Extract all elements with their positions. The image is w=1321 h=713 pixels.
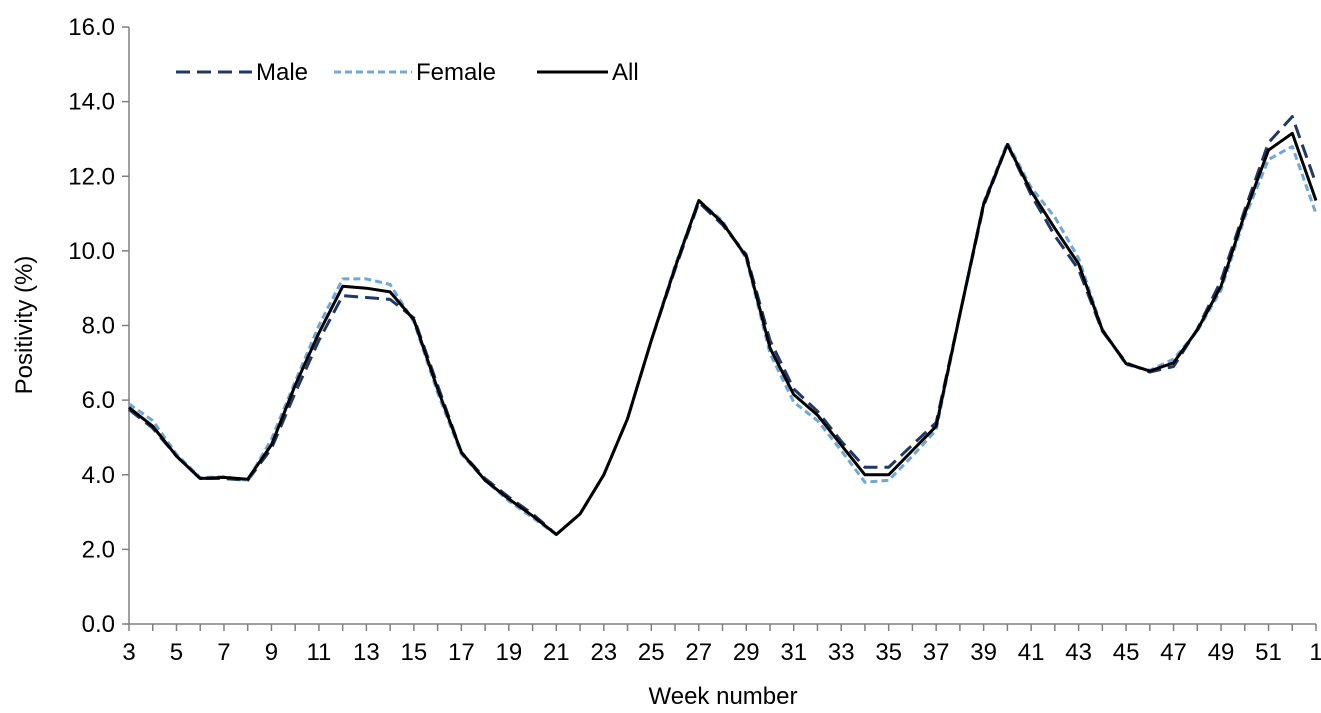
x-tick-label: 37 <box>923 639 950 666</box>
x-tick-label: 49 <box>1208 639 1235 666</box>
x-tick-label: 35 <box>875 639 902 666</box>
y-tick-label: 16.0 <box>68 14 115 41</box>
y-tick-label: 8.0 <box>82 313 115 340</box>
x-tick-label: 11 <box>306 639 331 666</box>
x-tick-label: 1 <box>1309 639 1321 666</box>
x-tick-label: 43 <box>1065 639 1092 666</box>
y-tick-label: 4.0 <box>82 462 115 489</box>
y-tick-label: 14.0 <box>68 89 115 116</box>
x-tick-label: 31 <box>780 639 807 666</box>
series-line-female <box>128 141 1318 536</box>
x-tick-label: 41 <box>1018 639 1045 666</box>
x-tick-label: 51 <box>1255 639 1282 666</box>
x-tick-label: 47 <box>1160 639 1187 666</box>
legend: Male Female All <box>176 59 639 86</box>
y-axis: 0.0 2.0 4.0 6.0 8.0 10.0 12.0 14.0 16.0 <box>68 14 130 638</box>
x-tick-label: 45 <box>1113 639 1140 666</box>
x-tick-label: 27 <box>685 639 712 666</box>
y-tick-label: 6.0 <box>82 387 115 414</box>
x-tick-label: 9 <box>265 639 278 666</box>
x-axis: 3 5 7 9 11 13 15 17 19 21 23 25 27 29 31 33 35 37 39 41 43 45… <box>122 623 1321 666</box>
series-line-all <box>128 131 1318 536</box>
x-tick-label: 23 <box>590 639 617 666</box>
y-tick-label: 0.0 <box>82 611 115 638</box>
legend-label-male: Male <box>256 59 308 86</box>
x-tick-label: 7 <box>217 639 230 666</box>
x-tick-label: 3 <box>122 639 135 666</box>
series-lines <box>128 115 1318 536</box>
series-line-male <box>128 115 1318 536</box>
x-axis-title: Week number <box>649 683 798 710</box>
legend-label-all: All <box>612 59 639 86</box>
legend-label-female: Female <box>416 59 496 86</box>
x-tick-label: 21 <box>543 639 570 666</box>
y-tick-label: 10.0 <box>68 238 115 265</box>
x-tick-label: 25 <box>638 639 665 666</box>
x-tick-label: 19 <box>495 639 522 666</box>
y-tick-label: 12.0 <box>68 163 115 190</box>
x-tick-label: 15 <box>401 639 428 666</box>
x-tick-label: 17 <box>448 639 475 666</box>
x-tick-label: 5 <box>170 639 183 666</box>
x-tick-label: 33 <box>828 639 855 666</box>
x-tick-label: 29 <box>733 639 760 666</box>
y-tick-label: 2.0 <box>82 536 115 563</box>
x-tick-label: 13 <box>353 639 380 666</box>
y-axis-title: Positivity (%) <box>11 256 38 395</box>
x-tick-label: 39 <box>970 639 997 666</box>
